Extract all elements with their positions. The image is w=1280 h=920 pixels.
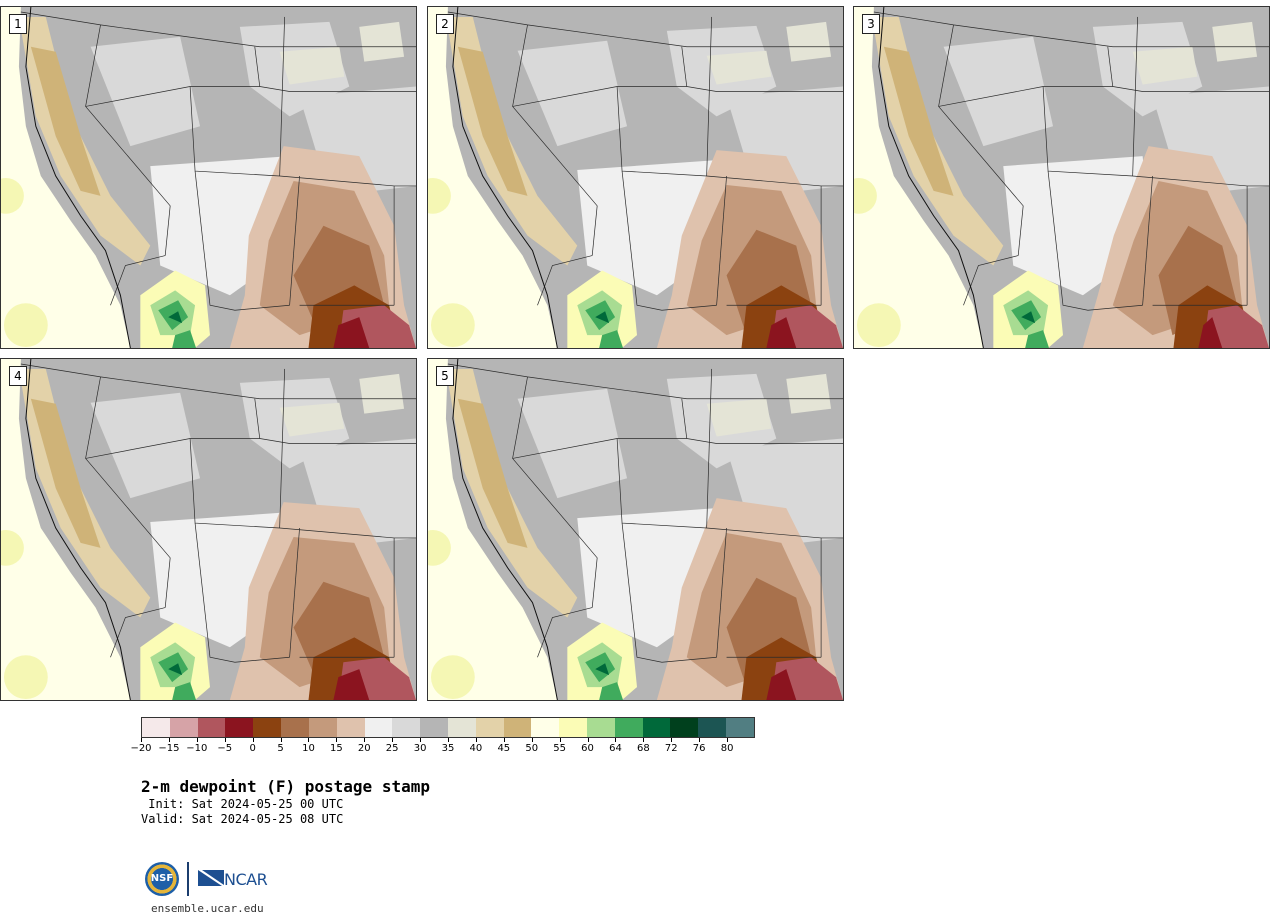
dewpoint-map	[1, 359, 416, 700]
colorbar-swatch	[253, 718, 282, 737]
colorbar-tick-label: −15	[158, 743, 180, 754]
colorbar-tick-mark	[559, 738, 561, 742]
colorbar-swatch	[142, 718, 170, 737]
colorbar-swatch	[447, 718, 476, 737]
colorbar-swatch	[392, 718, 421, 737]
panel-label: 1	[9, 14, 27, 34]
dewpoint-map	[854, 7, 1269, 348]
colorbar-tick-label: 68	[636, 743, 650, 754]
member-panel-3: 3	[853, 6, 1270, 349]
colorbar-swatch	[281, 718, 309, 737]
colorbar-tick-mark	[252, 738, 254, 742]
colorbar-tick-label: 45	[497, 743, 511, 754]
colorbar-tick-mark	[168, 738, 170, 742]
colorbar-swatch	[559, 718, 587, 737]
member-panel-5: 5	[427, 358, 844, 701]
dewpoint-map	[428, 359, 843, 700]
colorbar-tick-mark	[336, 738, 338, 742]
colorbar-tick-label: 64	[609, 743, 622, 754]
colorbar-tick-label: 0	[249, 743, 256, 754]
ncar-logo-text: NCAR	[224, 870, 268, 889]
colorbar-tick-mark	[615, 738, 617, 742]
colorbar-tick-mark	[224, 738, 226, 742]
colorbar-ticks: −20 −15 −10 −5 0 5 10 15 20 25 30 35 40 45 50 55 60 64 68 7…	[130, 738, 755, 758]
colorbar-tick-mark	[364, 738, 366, 742]
ncar-logo-icon	[198, 868, 224, 888]
colorbar-tick-label: 20	[357, 743, 371, 754]
colorbar-tick-mark	[392, 738, 394, 742]
colorbar-tick-mark	[475, 738, 477, 742]
member-panel-1: 1	[0, 6, 417, 349]
colorbar-tick-mark	[308, 738, 310, 742]
colorbar-tick-label: −5	[217, 743, 233, 754]
colorbar-tick-mark	[280, 738, 282, 742]
colorbar-tick-mark	[671, 738, 673, 742]
colorbar-swatch	[698, 718, 727, 737]
panel-label: 3	[862, 14, 880, 34]
panel-label: 2	[436, 14, 454, 34]
dewpoint-colorbar	[141, 717, 755, 738]
colorbar-tick-label: 25	[385, 743, 399, 754]
colorbar-tick-mark	[141, 738, 142, 742]
member-panel-4: 4	[0, 358, 417, 701]
colorbar-swatch	[670, 718, 699, 737]
colorbar-tick-label: 50	[525, 743, 539, 754]
dewpoint-map	[1, 7, 416, 348]
colorbar-swatch	[531, 718, 560, 737]
colorbar-tick-mark	[587, 738, 589, 742]
dewpoint-map	[428, 7, 843, 348]
colorbar-tick-mark	[503, 738, 505, 742]
colorbar-tick-label: 5	[277, 743, 284, 754]
colorbar-swatch	[308, 718, 337, 737]
colorbar-tick-label: 40	[469, 743, 483, 754]
member-panel-2: 2	[427, 6, 844, 349]
colorbar-swatch	[642, 718, 671, 737]
colorbar-swatch	[475, 718, 504, 737]
figure-title: 2-m dewpoint (F) postage stamp	[141, 777, 430, 796]
colorbar-tick-label: 30	[413, 743, 427, 754]
colorbar-swatch	[614, 718, 643, 737]
colorbar-tick-mark	[420, 738, 422, 742]
colorbar-swatch	[726, 718, 754, 737]
colorbar-tick-label: 76	[692, 743, 706, 754]
colorbar-swatch	[503, 718, 532, 737]
colorbar-tick-mark	[448, 738, 449, 742]
colorbar-tick-label: 55	[553, 743, 566, 754]
colorbar-tick-label: 10	[302, 743, 315, 754]
colorbar-tick-label: 35	[441, 743, 455, 754]
colorbar-swatch	[420, 718, 448, 737]
colorbar-tick-mark	[643, 738, 645, 742]
colorbar-tick-label: 80	[720, 743, 734, 754]
colorbar-tick-mark	[727, 738, 729, 742]
colorbar-swatch	[587, 718, 615, 737]
colorbar-swatch	[364, 718, 393, 737]
nsf-logo: NSF	[145, 862, 179, 896]
panel-label: 5	[436, 366, 454, 386]
colorbar-tick-label: 15	[329, 743, 343, 754]
panel-label: 4	[9, 366, 27, 386]
colorbar-tick-mark	[531, 738, 533, 742]
colorbar-tick-mark	[699, 738, 701, 742]
colorbar-tick-label: −20	[130, 743, 152, 754]
colorbar-swatch	[225, 718, 254, 737]
init-time: Init: Sat 2024-05-25 00 UTC	[141, 797, 344, 811]
colorbar-tick-label: 72	[664, 743, 678, 754]
colorbar-tick-label: 60	[581, 743, 594, 754]
valid-time: Valid: Sat 2024-05-25 08 UTC	[141, 812, 344, 826]
colorbar-swatch	[169, 718, 198, 737]
site-url: ensemble.ucar.edu	[151, 902, 264, 915]
colorbar-tick-mark	[196, 738, 198, 742]
colorbar-swatch	[336, 718, 365, 737]
logo-divider	[187, 862, 189, 896]
colorbar-swatch	[197, 718, 226, 737]
colorbar-tick-label: −10	[186, 743, 208, 754]
